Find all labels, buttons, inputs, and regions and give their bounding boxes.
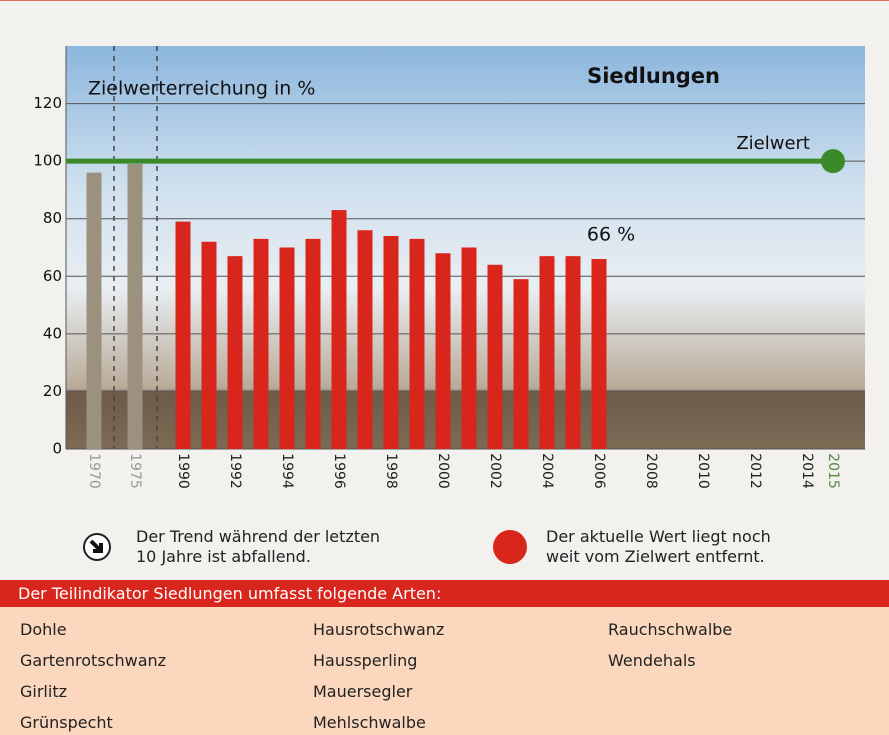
bar bbox=[540, 256, 555, 449]
page: Zielwerterreichung in % Siedlungen 0 20 40… bbox=[0, 0, 889, 735]
x-tick-label: 2014 bbox=[799, 453, 815, 489]
bar bbox=[306, 239, 321, 449]
x-tick-label: 2000 bbox=[435, 453, 451, 489]
species-name: Mehlschwalbe bbox=[313, 713, 426, 732]
species-name: Wendehals bbox=[608, 651, 696, 670]
x-tick-label: 2010 bbox=[695, 453, 711, 489]
species-name: Girlitz bbox=[20, 682, 67, 701]
target-label: Zielwert bbox=[736, 133, 810, 154]
bar bbox=[254, 239, 269, 449]
status-icon bbox=[492, 529, 528, 565]
value-label: 66 % bbox=[587, 224, 635, 246]
target-dot bbox=[821, 149, 845, 173]
chart-title: Siedlungen bbox=[587, 64, 720, 88]
species-name: Rauchschwalbe bbox=[608, 620, 732, 639]
species-name: Gartenrotschwanz bbox=[20, 651, 166, 670]
x-tick-label: 1970 bbox=[86, 453, 102, 489]
chart: Zielwerterreichung in % Siedlungen 0 20 40… bbox=[0, 1, 889, 501]
bar bbox=[384, 236, 399, 449]
bar bbox=[566, 256, 581, 449]
x-tick-label: 1992 bbox=[227, 453, 243, 489]
note-line: Der Trend während der letzten bbox=[136, 527, 380, 547]
x-tick-label: 2008 bbox=[643, 453, 659, 489]
bar bbox=[228, 256, 243, 449]
trend-note: Der Trend während der letzten 10 Jahre i… bbox=[136, 527, 380, 567]
species-list: Dohle Gartenrotschwanz Girlitz Grünspecht Ha… bbox=[0, 607, 889, 735]
x-tick-label: 2002 bbox=[487, 453, 503, 489]
bar bbox=[358, 230, 373, 449]
bar bbox=[410, 239, 425, 449]
y-tick-label: 0 bbox=[52, 440, 62, 458]
y-tick-label: 20 bbox=[43, 382, 62, 400]
bar bbox=[176, 222, 191, 449]
y-tick-label: 60 bbox=[43, 267, 62, 285]
species-name: Hausrotschwanz bbox=[313, 620, 444, 639]
y-tick-label: 120 bbox=[33, 94, 62, 112]
species-header: Der Teilindikator Siedlungen umfasst fol… bbox=[0, 580, 889, 607]
bar bbox=[128, 164, 143, 449]
species-name: Dohle bbox=[20, 620, 67, 639]
y-tick-label: 100 bbox=[33, 152, 62, 170]
bar bbox=[592, 259, 607, 449]
y-tick-label: 40 bbox=[43, 324, 62, 342]
trend-icon bbox=[82, 532, 112, 562]
bar bbox=[488, 265, 503, 449]
species-name: Mauersegler bbox=[313, 682, 412, 701]
y-axis-label: Zielwerterreichung in % bbox=[88, 78, 315, 100]
x-tick-label: 1996 bbox=[331, 453, 347, 489]
x-tick-label: 2012 bbox=[747, 453, 763, 489]
x-tick-label: 1994 bbox=[279, 453, 295, 489]
bar bbox=[462, 248, 477, 450]
x-tick-label: 1998 bbox=[383, 453, 399, 489]
y-tick-label: 80 bbox=[43, 209, 62, 227]
bar bbox=[202, 242, 217, 449]
x-tick-label: 2004 bbox=[539, 453, 555, 489]
x-tick-label: 2015 bbox=[825, 453, 841, 489]
bar bbox=[87, 173, 102, 449]
bar bbox=[332, 210, 347, 449]
x-tick-label: 1975 bbox=[127, 453, 143, 489]
note-line: weit vom Zielwert entfernt. bbox=[546, 547, 771, 567]
note-line: 10 Jahre ist abfallend. bbox=[136, 547, 380, 567]
x-tick-label: 1990 bbox=[175, 453, 191, 489]
species-name: Grünspecht bbox=[20, 713, 113, 732]
bar bbox=[280, 248, 295, 450]
status-note: Der aktuelle Wert liegt noch weit vom Zi… bbox=[546, 527, 771, 567]
bar bbox=[514, 279, 529, 449]
x-tick-label: 2006 bbox=[591, 453, 607, 489]
species-name: Haussperling bbox=[313, 651, 417, 670]
bar bbox=[436, 253, 451, 449]
note-line: Der aktuelle Wert liegt noch bbox=[546, 527, 771, 547]
